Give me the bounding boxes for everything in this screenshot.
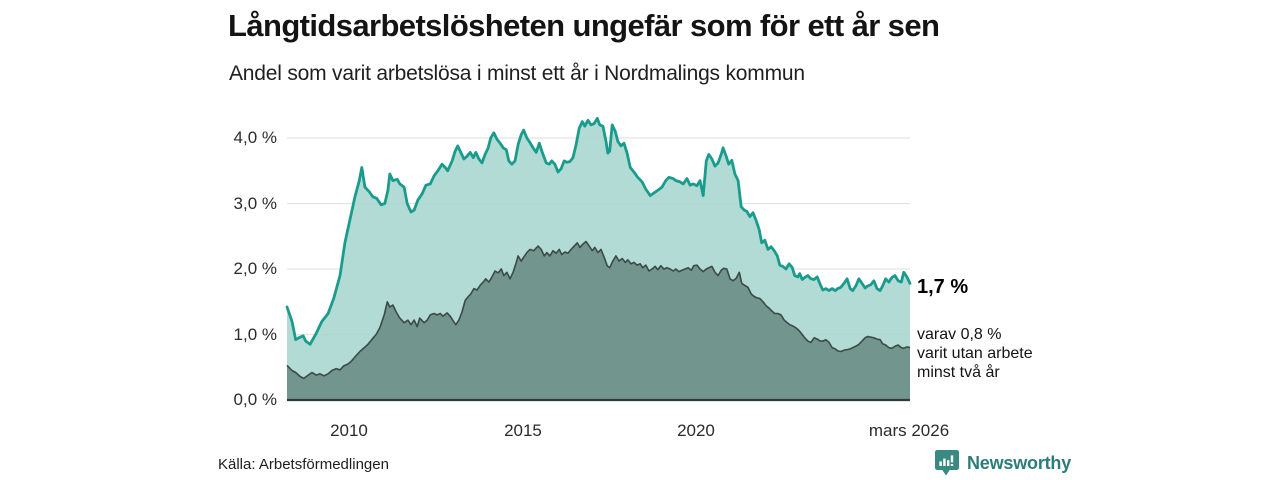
newsworthy-logo: Newsworthy (934, 449, 1071, 477)
annotation-line: minst två år (917, 364, 1000, 381)
y-tick-label: 3,0 % (233, 193, 277, 213)
chart-subtitle: Andel som varit arbetslösa i minst ett å… (229, 62, 805, 85)
x-tick-label: 2015 (504, 421, 542, 440)
annotation-line: varit utan arbete (917, 345, 1033, 362)
latest-value-annotation: 1,7 % (917, 276, 969, 298)
x-tick-label: mars 2026 (868, 421, 950, 440)
source-credit: Källa: Arbetsförmedlingen (218, 456, 389, 473)
y-tick-label: 2,0 % (233, 259, 277, 278)
line-total (285, 117, 912, 346)
x-tick-label: 2010 (330, 421, 368, 440)
area-two-year (287, 241, 910, 400)
line-two-year (286, 240, 911, 380)
two-year-annotation: varav 0,8 % varit utan arbete minst två … (917, 325, 1033, 382)
brand-name: Newsworthy (967, 452, 1072, 473)
annotation-line: varav 0,8 % (917, 326, 1002, 343)
y-tick-label: 1,0 % (233, 324, 277, 344)
newsworthy-bubble-barchart-icon (935, 450, 959, 476)
y-tick-label: 0,0 % (233, 390, 277, 409)
page-title: Långtidsarbetslösheten ungefär som för e… (228, 8, 940, 43)
y-tick-label: 4,0 % (233, 128, 277, 147)
x-tick-label: 2020 (677, 421, 715, 440)
